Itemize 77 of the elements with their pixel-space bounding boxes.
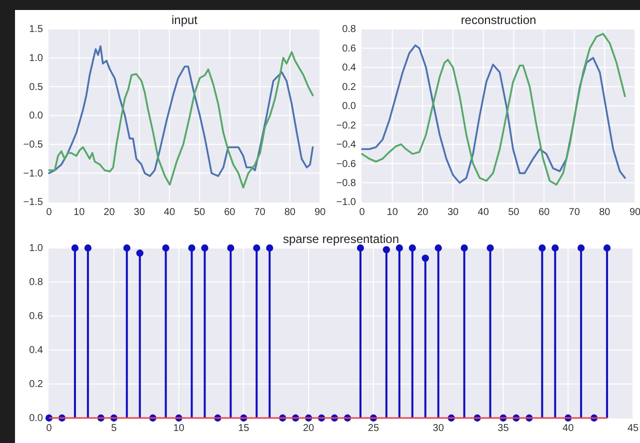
chart-title: sparse representation: [282, 232, 400, 246]
x-tick-label: 0: [46, 207, 52, 218]
x-tick-label: 30: [134, 207, 146, 218]
x-tick-label: 60: [538, 207, 550, 218]
x-tick-label: 10: [173, 423, 185, 434]
point: [162, 244, 170, 252]
y-tick-label: 0.6: [29, 311, 44, 322]
y-tick-label: 0.0: [342, 101, 356, 112]
y-tick-label: 1.5: [29, 24, 44, 36]
x-tick-label: 35: [498, 423, 510, 434]
x-tick-label: 0: [46, 423, 52, 434]
x-tick-label: 5: [111, 423, 118, 434]
y-tick-label: −1.5: [23, 197, 44, 208]
x-tick-label: 90: [314, 207, 326, 218]
x-tick-label: 70: [254, 207, 266, 218]
point: [578, 244, 585, 252]
y-tick-label: 1.0: [29, 243, 44, 254]
x-tick-label: 45: [627, 423, 639, 434]
point: [123, 244, 130, 252]
point: [434, 244, 442, 252]
y-tick-label: 0.8: [342, 24, 356, 36]
x-tick-label: 50: [508, 207, 520, 218]
point: [422, 254, 429, 262]
x-tick-label: 10: [74, 207, 86, 218]
x-tick-label: 90: [629, 207, 640, 218]
y-tick-label: −0.2: [336, 120, 356, 132]
y-tick-label: 0.4: [29, 345, 44, 356]
x-tick-label: 10: [386, 207, 398, 218]
x-tick-label: 30: [447, 207, 459, 218]
x-tick-label: 40: [164, 207, 176, 218]
y-tick-label: 0.0: [29, 110, 44, 122]
y-tick-label: −0.4: [336, 140, 356, 151]
y-tick-label: 0.8: [29, 277, 44, 288]
x-tick-label: 60: [224, 207, 236, 218]
point: [538, 244, 546, 252]
y-tick-label: −1.0: [23, 168, 44, 180]
y-tick-label: −1.0: [336, 197, 356, 208]
x-tick-label: 20: [417, 207, 429, 218]
y-tick-label: 0.4: [342, 62, 356, 74]
y-tick-label: −0.6: [336, 158, 356, 170]
x-tick-label: 50: [194, 207, 206, 218]
x-tick-label: 70: [568, 207, 580, 218]
point: [486, 244, 494, 252]
point: [201, 244, 208, 252]
point: [396, 244, 403, 252]
y-tick-label: 0.0: [29, 413, 44, 424]
y-tick-label: −0.5: [23, 140, 44, 151]
point: [188, 244, 196, 252]
point: [71, 244, 79, 252]
point: [266, 244, 274, 252]
y-tick-label: 0.6: [342, 43, 356, 54]
point: [382, 246, 390, 254]
x-tick-label: 80: [284, 207, 296, 218]
x-tick-label: 40: [562, 423, 574, 434]
x-tick-label: 25: [368, 423, 380, 434]
point: [253, 244, 260, 252]
chart-title: reconstruction: [460, 13, 536, 27]
point: [136, 250, 144, 257]
x-tick-label: 80: [599, 207, 611, 218]
y-tick-label: 0.2: [29, 379, 44, 390]
point: [227, 244, 234, 252]
y-tick-label: −0.8: [336, 178, 356, 189]
x-tick-label: 15: [238, 423, 250, 434]
x-tick-label: 0: [359, 207, 366, 218]
y-tick-label: 0.2: [342, 82, 356, 93]
point: [408, 244, 416, 252]
point: [460, 244, 468, 252]
point: [603, 244, 611, 252]
y-tick-label: 0.5: [29, 82, 44, 93]
point: [552, 244, 559, 252]
x-tick-label: 40: [478, 207, 490, 218]
chart-title: input: [171, 13, 198, 27]
point: [84, 244, 92, 252]
x-tick-label: 20: [302, 423, 315, 434]
x-tick-label: 30: [432, 423, 444, 434]
x-tick-label: 20: [104, 207, 116, 218]
y-tick-label: 1.0: [29, 53, 44, 64]
